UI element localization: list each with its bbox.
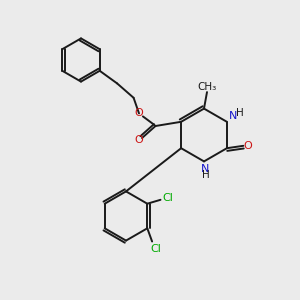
Text: O: O bbox=[135, 108, 143, 118]
Text: O: O bbox=[135, 135, 143, 146]
Text: N: N bbox=[229, 111, 238, 122]
Text: H: H bbox=[202, 170, 209, 180]
Text: Cl: Cl bbox=[150, 244, 161, 254]
Text: CH₃: CH₃ bbox=[197, 82, 217, 92]
Text: H: H bbox=[236, 108, 243, 118]
Text: O: O bbox=[244, 141, 252, 151]
Text: N: N bbox=[201, 164, 210, 174]
Text: Cl: Cl bbox=[163, 193, 174, 203]
